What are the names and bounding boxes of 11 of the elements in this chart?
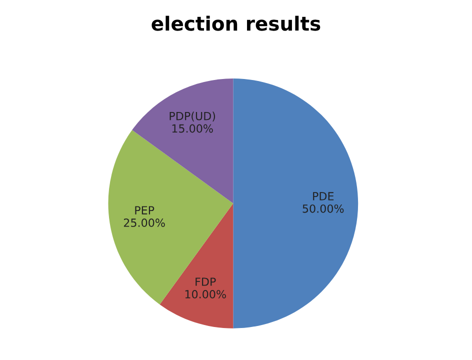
chart-title: election results — [152, 16, 320, 31]
pie-slice — [233, 78, 358, 328]
pie-slice — [132, 78, 234, 204]
data-label: 25.00% — [124, 218, 165, 227]
data-label: 50.00% — [302, 204, 344, 213]
slice-label: PDP(UD) — [170, 112, 216, 122]
data-label: 15.00% — [172, 124, 213, 133]
slice-label: PDE — [313, 192, 334, 200]
slice-label: FDP — [196, 278, 216, 286]
slice-label: PEP — [135, 206, 154, 214]
data-label: 10.00% — [185, 290, 226, 298]
